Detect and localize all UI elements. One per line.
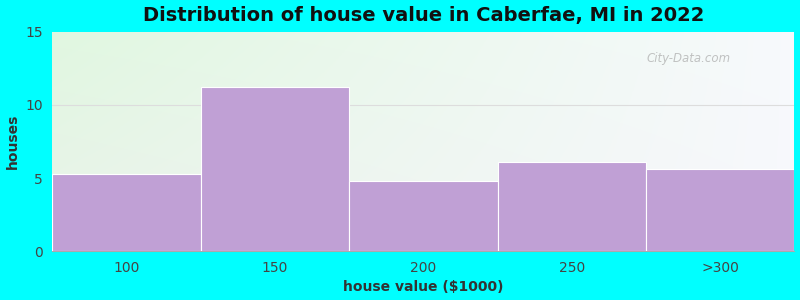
Bar (350, 181, 498, 251)
Bar (201, 87, 350, 251)
Bar (646, 169, 794, 251)
Title: Distribution of house value in Caberfae, MI in 2022: Distribution of house value in Caberfae,… (142, 6, 704, 25)
Bar (498, 162, 646, 251)
Bar (53, 174, 201, 251)
X-axis label: house value ($1000): house value ($1000) (343, 280, 504, 294)
Text: City-Data.com: City-Data.com (646, 52, 730, 64)
Y-axis label: houses: houses (6, 114, 19, 169)
